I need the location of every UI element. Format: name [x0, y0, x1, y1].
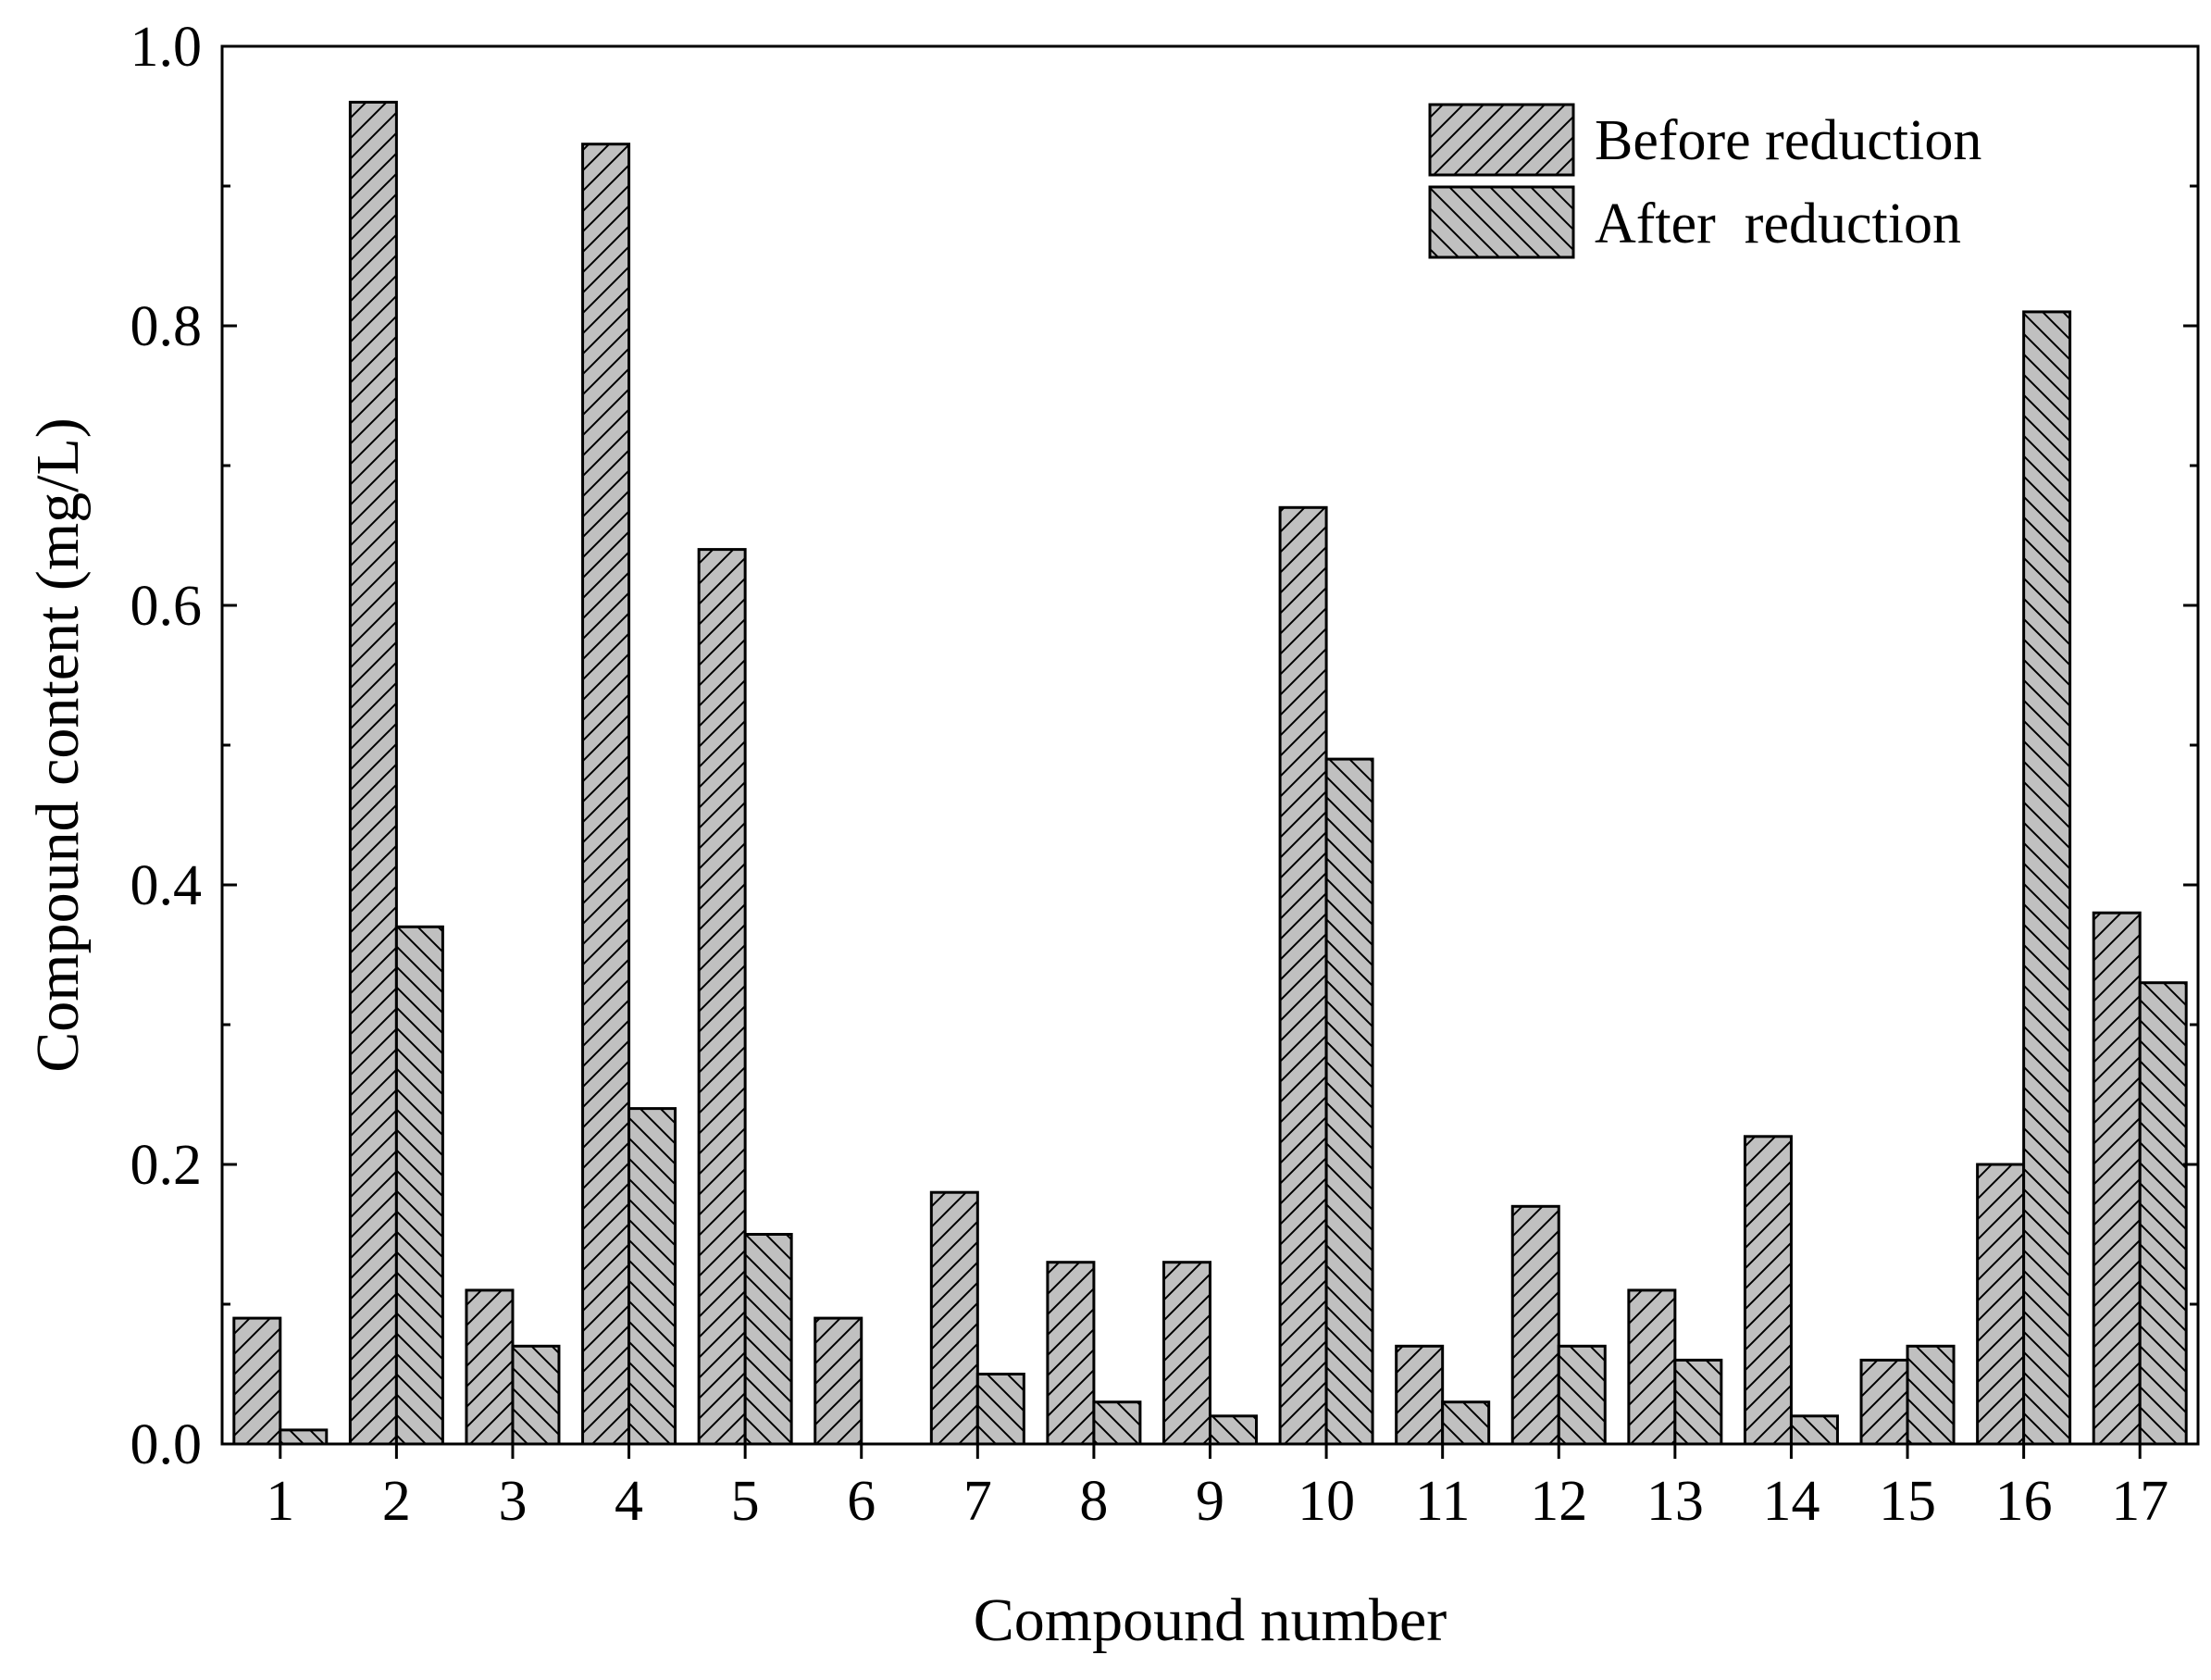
bar-after-2 [394, 925, 444, 1446]
x-tick-label: 13 [1646, 1470, 1704, 1533]
bar-before-17 [2092, 911, 2142, 1446]
bar-after-1 [279, 1428, 329, 1446]
bar-before-4 [581, 143, 631, 1446]
x-tick-label: 15 [1879, 1470, 1936, 1533]
bar-after-17 [2138, 981, 2188, 1446]
x-tick-label: 12 [1530, 1470, 1587, 1533]
legend-label-before: Before reduction [1595, 109, 1981, 172]
plot-frame [220, 44, 2200, 1446]
x-axis-label: Compound number [974, 1587, 1447, 1654]
bar-before-7 [929, 1190, 979, 1446]
bar-after-7 [975, 1373, 1025, 1446]
bar-after-3 [511, 1344, 561, 1446]
bar-before-14 [1743, 1135, 1793, 1446]
bar-after-11 [1441, 1400, 1491, 1446]
y-tick-label: 0.2 [130, 1134, 203, 1197]
x-tick-label: 14 [1762, 1470, 1820, 1533]
bar-after-5 [743, 1233, 793, 1446]
legend-label-after: After reduction [1595, 193, 1961, 255]
bar-before-11 [1395, 1344, 1445, 1446]
x-tick-label: 4 [615, 1470, 643, 1533]
bar-before-5 [697, 548, 747, 1446]
bars-group [232, 100, 2188, 1446]
bar-before-8 [1046, 1261, 1096, 1446]
x-tick-label: 6 [847, 1470, 876, 1533]
bar-after-15 [1906, 1344, 1956, 1446]
x-axis-ticks: 1 2 3 4 5 6 7 8 9 10 11 12 13 14 15 16 17 [266, 1444, 2168, 1533]
y-axis-label: Compound content (mg/L) [24, 417, 92, 1073]
bar-after-4 [627, 1107, 677, 1446]
x-tick-label: 9 [1196, 1470, 1224, 1533]
bar-before-10 [1278, 505, 1328, 1446]
x-tick-label: 17 [2111, 1470, 2168, 1533]
bar-after-16 [2022, 310, 2072, 1446]
x-tick-label: 7 [963, 1470, 992, 1533]
legend-swatch-after [1428, 185, 1575, 259]
x-tick-label: 3 [498, 1470, 527, 1533]
bar-before-13 [1627, 1288, 1677, 1446]
bar-after-8 [1092, 1400, 1142, 1446]
y-axis-ticks: 0.0 0.2 0.4 0.6 0.8 1.0 [130, 16, 2198, 1476]
y-tick-label: 0.6 [130, 575, 203, 638]
bar-after-13 [1673, 1358, 1723, 1446]
bar-before-6 [814, 1316, 863, 1446]
bar-after-14 [1789, 1414, 1839, 1446]
bar-before-3 [465, 1288, 515, 1446]
x-tick-label: 10 [1298, 1470, 1355, 1533]
x-tick-label: 8 [1079, 1470, 1108, 1533]
bar-before-16 [1976, 1163, 2026, 1446]
bar-before-12 [1510, 1204, 1560, 1446]
legend-swatch-before [1428, 103, 1575, 177]
x-tick-label: 1 [266, 1470, 294, 1533]
bar-before-1 [232, 1316, 282, 1446]
bar-before-15 [1859, 1358, 1909, 1446]
x-tick-label: 5 [731, 1470, 760, 1533]
x-tick-label: 2 [382, 1470, 411, 1533]
y-tick-label: 0.8 [130, 295, 203, 358]
y-tick-label: 1.0 [130, 16, 203, 79]
bar-before-9 [1162, 1261, 1211, 1446]
y-tick-label: 0.4 [130, 854, 203, 917]
bar-after-9 [1209, 1414, 1258, 1446]
bar-after-12 [1557, 1344, 1607, 1446]
x-tick-label: 16 [1995, 1470, 2053, 1533]
bar-after-10 [1324, 757, 1374, 1446]
y-tick-label: 0.0 [130, 1413, 203, 1476]
legend: Before reduction After reduction [1428, 103, 1981, 259]
x-tick-label: 11 [1415, 1470, 1471, 1533]
bar-before-2 [348, 100, 398, 1446]
